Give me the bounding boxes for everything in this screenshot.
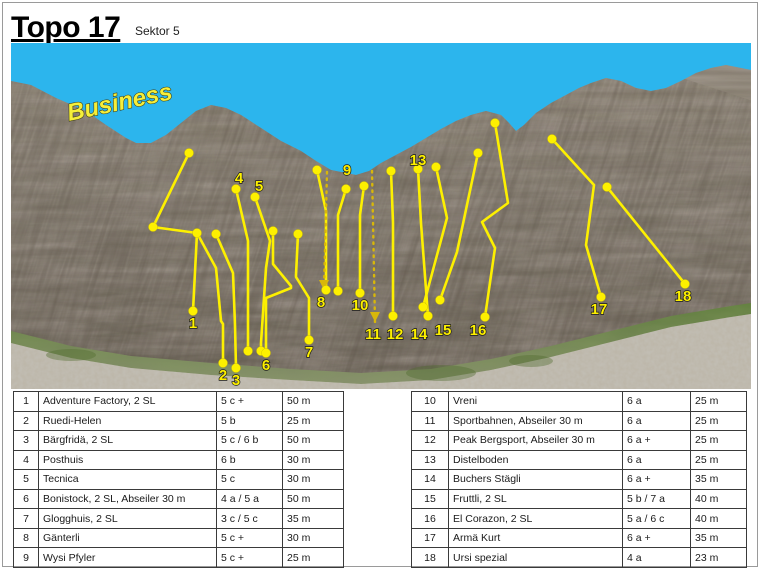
- svg-text:18: 18: [675, 288, 692, 305]
- svg-text:7: 7: [305, 344, 313, 361]
- svg-text:11: 11: [365, 326, 381, 343]
- svg-text:12: 12: [387, 326, 404, 343]
- svg-text:1: 1: [189, 315, 197, 332]
- svg-text:16: 16: [470, 322, 487, 339]
- svg-text:13: 13: [410, 152, 427, 169]
- svg-text:15: 15: [435, 322, 452, 339]
- svg-text:14: 14: [411, 326, 428, 343]
- svg-text:4: 4: [235, 170, 244, 187]
- svg-text:9: 9: [343, 162, 351, 179]
- svg-text:5: 5: [255, 178, 263, 195]
- svg-text:10: 10: [352, 297, 369, 314]
- svg-text:2: 2: [219, 367, 227, 384]
- svg-text:8: 8: [317, 294, 325, 311]
- svg-text:6: 6: [262, 357, 270, 374]
- svg-text:17: 17: [591, 301, 608, 318]
- svg-text:3: 3: [232, 372, 240, 389]
